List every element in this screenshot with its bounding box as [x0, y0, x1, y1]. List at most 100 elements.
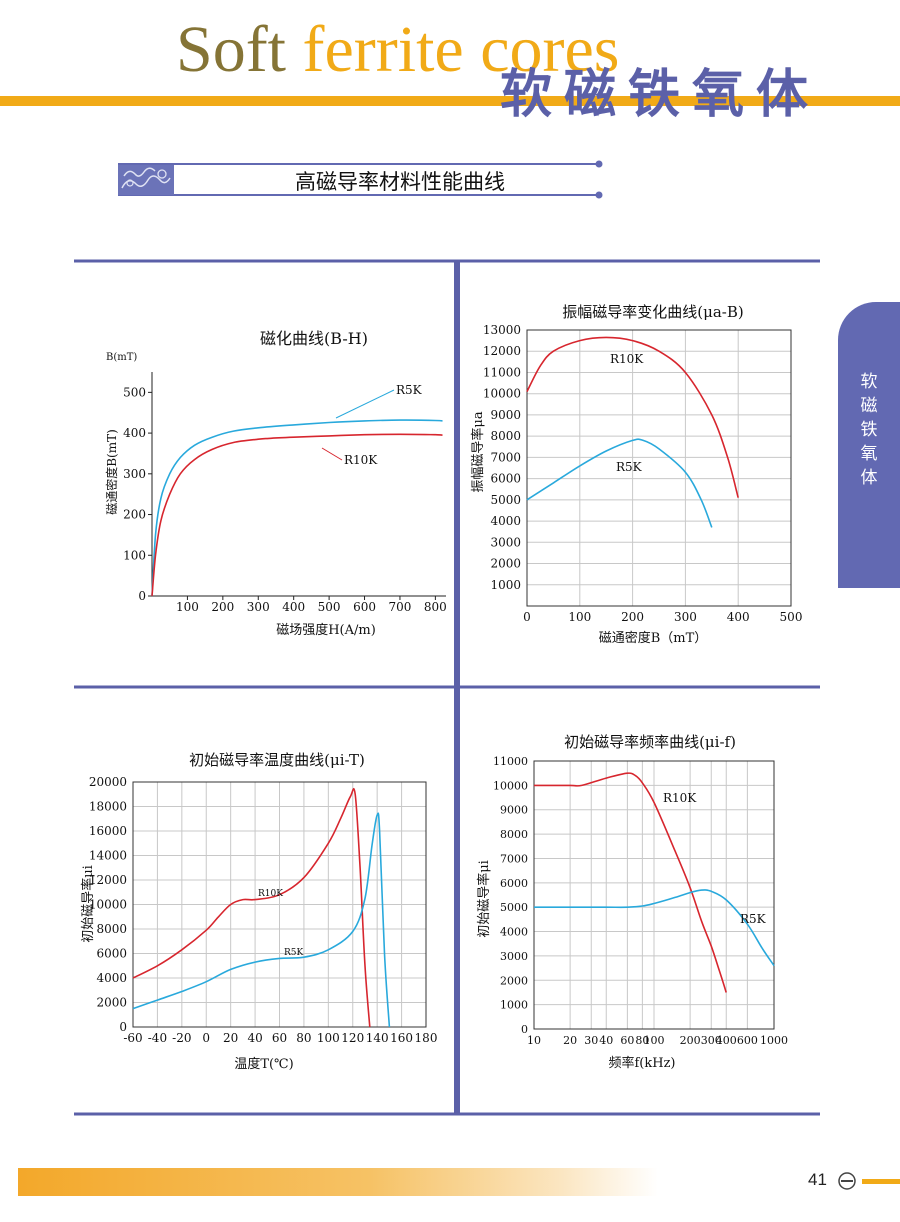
side-tab-char: 软: [860, 372, 878, 392]
chart-title: 初始磁导率温度曲线(μi-T): [189, 751, 365, 769]
y-tick-label: 7000: [500, 852, 528, 865]
footer-page-line: [862, 1179, 900, 1184]
y-tick-label: 0: [521, 1023, 528, 1036]
x-tick-label: -60: [123, 1031, 142, 1045]
x-tick-label: 500: [318, 600, 341, 614]
y-tick-label: 3000: [500, 950, 528, 963]
side-tab: [838, 302, 900, 588]
series-label-r5k: R5K: [284, 948, 304, 958]
series-label-r5k: R5K: [616, 460, 643, 474]
x-tick-label: 800: [424, 600, 447, 614]
y-tick-label: 8000: [490, 429, 521, 443]
header-title-en: Soft ferrite cores: [176, 14, 619, 86]
y-tick-label: 8000: [500, 828, 528, 841]
y-tick-label: 14000: [89, 849, 127, 863]
chart-mui-t: 初始磁导率温度曲线(μi-T) 初始磁导率μi 温度T(℃) -60 -40 -20…: [80, 751, 437, 1072]
chart-bh: 磁化曲线(B-H) B(mT) 磁通密度B(mT) 磁场强度H(A/m) 100…: [104, 329, 447, 638]
y-tick-label: 400: [123, 426, 146, 440]
cloud-pattern-icon: [118, 165, 174, 195]
series-label-r5k: R5K: [740, 912, 767, 926]
y-tick-label: 11000: [493, 755, 528, 768]
x-tick-label: -40: [148, 1031, 167, 1045]
y-axis-label: 初始磁导率μi: [476, 860, 492, 938]
y-tick-label: 200: [123, 508, 146, 522]
y-tick-label: 6000: [96, 947, 127, 961]
y-tick-label: 4000: [96, 971, 127, 985]
y-axis-label: 初始磁导率μi: [80, 865, 96, 943]
y-tick-label: 5000: [500, 901, 528, 914]
series-line-r10k: [526, 336, 739, 498]
x-tick-label: 80: [296, 1031, 311, 1045]
y-tick-label: 100: [123, 548, 146, 562]
chart-mui-f: 初始磁导率频率曲线(μi-f) 初始磁导率μi 频率f(kHz) 10 20 30 4…: [476, 733, 788, 1071]
y-tick-label: 5000: [490, 493, 521, 507]
plot-frame: [132, 781, 427, 1028]
series-label-r10k: R10K: [610, 352, 644, 366]
x-tick-label: -20: [172, 1031, 191, 1045]
x-tick-label: 300: [701, 1034, 722, 1047]
y-tick-label: 0: [119, 1020, 127, 1034]
x-axis-label: 磁通密度B（mT）: [599, 630, 708, 646]
x-tick-label: 200: [680, 1034, 701, 1047]
series-line-r5k: [151, 419, 443, 597]
x-tick-label: 200: [621, 610, 644, 624]
header-orange-bar: [0, 96, 900, 106]
y-tick-label: 11000: [483, 365, 521, 379]
y-tick-label: 1000: [500, 999, 528, 1012]
y-tick-label: 7000: [490, 450, 521, 464]
series-label-r10k: R10K: [663, 791, 697, 805]
y-tick-label: 9000: [490, 408, 521, 422]
series-line-r5k: [132, 812, 391, 1028]
chart-title: 振幅磁导率变化曲线(μa-B): [562, 303, 744, 321]
y-tick-label: 2000: [500, 974, 528, 987]
chart-title: 初始磁导率频率曲线(μi-f): [564, 733, 736, 751]
x-tick-label: 20: [563, 1034, 577, 1047]
x-tick-label: 100: [644, 1034, 665, 1047]
y-tick-label: 10000: [89, 898, 127, 912]
series-line-r5k: [534, 889, 775, 967]
x-tick-label: 0: [523, 610, 531, 624]
x-tick-label: 1000: [760, 1034, 788, 1047]
x-tick-label: 30: [584, 1034, 598, 1047]
side-tab-char: 磁: [860, 396, 878, 416]
x-tick-label: 0: [202, 1031, 210, 1045]
y-tick-label: 6000: [490, 472, 521, 486]
y-tick-label: 6000: [500, 877, 528, 890]
y-tick-label: 2000: [490, 557, 521, 571]
y-tick-label: 20000: [89, 775, 127, 789]
y-axis-label: 振幅磁导率μa: [470, 411, 486, 492]
x-tick-label: 400: [727, 610, 750, 624]
series-label-r10k: R10K: [258, 889, 283, 899]
x-tick-label: 20: [223, 1031, 238, 1045]
x-tick-label: 400: [716, 1034, 737, 1047]
series-line-r10k: [534, 772, 727, 993]
series-label-leader: [335, 389, 395, 419]
x-tick-label: 160: [390, 1031, 413, 1045]
title-word-soft: Soft: [176, 13, 287, 86]
series-line-r10k: [132, 787, 371, 1028]
series-label-r10k: R10K: [344, 453, 378, 467]
y-tick-label: 12000: [89, 873, 127, 887]
y-tick-label: 300: [123, 467, 146, 481]
x-tick-label: 80: [635, 1034, 649, 1047]
x-tick-label: 40: [247, 1031, 262, 1045]
y-tick-label: 4000: [490, 514, 521, 528]
x-tick-label: 600: [353, 600, 376, 614]
x-axis-label: 频率f(kHz): [608, 1055, 675, 1071]
y-tick-label: 10000: [483, 387, 521, 401]
x-tick-label: 300: [247, 600, 270, 614]
x-tick-label: 40: [599, 1034, 613, 1047]
y-tick-label: 13000: [483, 323, 521, 337]
y-tick-label: 8000: [96, 922, 127, 936]
x-tick-label: 300: [674, 610, 697, 624]
series-label-leader: [321, 447, 343, 461]
section-title-band: [118, 160, 603, 199]
x-tick-label: 10: [527, 1034, 541, 1047]
y-axis-label: 磁通密度B(mT): [104, 429, 119, 515]
y-tick-label: 0: [138, 589, 146, 603]
plot-frame: [526, 329, 792, 607]
y-unit-label: B(mT): [106, 352, 137, 363]
x-tick-label: 140: [366, 1031, 389, 1045]
side-tab-char: 体: [860, 468, 878, 488]
